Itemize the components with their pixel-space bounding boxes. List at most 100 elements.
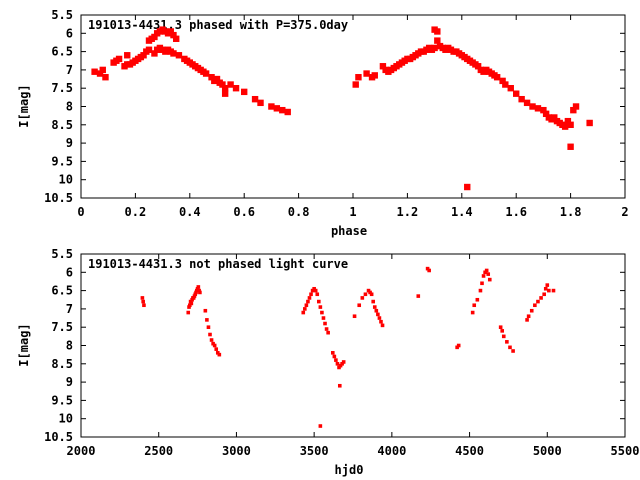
data-point-unphased xyxy=(472,303,477,308)
y-tick-label: 8.5 xyxy=(51,118,73,132)
y-tick-label: 8 xyxy=(66,100,73,114)
data-points-phased xyxy=(91,26,593,191)
chart-unphased: 191013-4431.3 not phased light curve hjd… xyxy=(17,247,639,477)
data-point-unphased xyxy=(187,305,191,309)
data-point-phased xyxy=(151,33,158,41)
data-point-phased xyxy=(518,95,525,103)
data-point-unphased xyxy=(203,308,208,313)
data-point-unphased xyxy=(332,354,337,359)
data-point-phased xyxy=(542,110,550,118)
data-point-unphased xyxy=(335,362,340,366)
data-point-phased xyxy=(434,28,441,35)
data-point-phased xyxy=(534,105,542,112)
data-point-unphased xyxy=(196,285,201,289)
data-point-unphased xyxy=(198,290,202,295)
data-point-unphased xyxy=(374,308,379,313)
data-point-unphased xyxy=(501,334,506,339)
data-point-phased xyxy=(523,99,531,107)
data-point-unphased xyxy=(197,288,201,293)
data-point-unphased xyxy=(304,303,309,308)
x-tick-label: 1 xyxy=(349,205,356,219)
data-point-phased xyxy=(99,66,106,74)
y-tick-label: 7 xyxy=(66,302,73,316)
data-point-unphased xyxy=(208,332,212,337)
y-tick-label: 9.5 xyxy=(51,393,73,407)
y-tick-label: 5.5 xyxy=(51,8,73,22)
data-point-unphased xyxy=(212,343,217,348)
data-point-phased xyxy=(371,72,378,79)
data-point-unphased xyxy=(195,286,200,291)
data-point-phased xyxy=(493,74,501,81)
data-point-phased xyxy=(202,70,210,77)
data-point-unphased xyxy=(536,299,540,304)
y-tick-label: 9 xyxy=(66,136,73,150)
data-point-phased xyxy=(474,63,482,70)
data-point-phased xyxy=(529,103,536,110)
data-point-unphased xyxy=(318,305,323,309)
data-points-unphased xyxy=(140,266,556,428)
data-point-unphased xyxy=(352,314,357,319)
x-tick-label: 0.8 xyxy=(288,205,310,219)
data-point-unphased xyxy=(309,292,313,297)
data-point-phased xyxy=(221,85,229,92)
y-tick-label: 7 xyxy=(66,63,73,77)
x-tick-label: 1.2 xyxy=(397,205,419,219)
y-tick-label: 6 xyxy=(66,265,73,279)
data-point-unphased xyxy=(487,277,492,282)
data-point-unphased xyxy=(456,343,461,348)
data-point-phased xyxy=(434,37,441,44)
data-point-unphased xyxy=(529,308,534,313)
data-point-phased xyxy=(564,117,572,125)
data-point-phased xyxy=(170,31,177,39)
data-point-unphased xyxy=(209,338,214,342)
data-point-unphased xyxy=(190,297,194,302)
data-point-phased xyxy=(173,35,180,42)
data-point-unphased xyxy=(188,303,192,308)
data-point-unphased xyxy=(192,294,197,298)
data-point-unphased xyxy=(486,272,491,276)
data-point-phased xyxy=(151,50,158,57)
data-point-unphased xyxy=(321,316,326,320)
data-point-unphased xyxy=(186,310,191,315)
data-point-unphased xyxy=(141,299,145,304)
data-point-phased xyxy=(140,52,147,59)
data-point-phased xyxy=(431,44,438,52)
data-point-unphased xyxy=(371,299,376,304)
y-tick-label: 10 xyxy=(59,173,73,187)
data-point-unphased xyxy=(380,323,385,328)
data-point-unphased xyxy=(455,345,459,350)
data-point-unphased xyxy=(142,303,146,308)
x-tick-label: 4000 xyxy=(377,444,406,458)
x-tick-label: 4500 xyxy=(455,444,484,458)
x-tick-label: 0.6 xyxy=(233,205,255,219)
data-point-phased xyxy=(241,88,248,96)
data-point-unphased xyxy=(543,286,548,291)
data-point-unphased xyxy=(340,362,344,366)
data-point-unphased xyxy=(307,296,312,300)
data-point-phased xyxy=(499,77,506,85)
data-point-unphased xyxy=(545,283,550,287)
data-point-phased xyxy=(145,46,153,53)
data-point-phased xyxy=(379,63,387,70)
data-point-phased xyxy=(570,106,577,114)
data-point-unphased xyxy=(483,270,487,275)
data-point-unphased xyxy=(338,363,343,368)
x-tick-label: 5000 xyxy=(533,444,562,458)
data-point-unphased xyxy=(193,292,198,297)
data-point-phased xyxy=(586,119,593,127)
data-point-unphased xyxy=(312,286,316,291)
data-point-unphased xyxy=(498,325,503,329)
y-axis-label-unphased: I[mag] xyxy=(17,323,31,366)
y-tick-label: 7.5 xyxy=(51,81,73,95)
data-point-unphased xyxy=(211,341,215,346)
data-point-unphased xyxy=(369,292,374,297)
data-point-unphased xyxy=(189,301,194,306)
x-tick-label: 1.6 xyxy=(505,205,527,219)
data-point-unphased xyxy=(303,307,307,311)
data-point-unphased xyxy=(379,319,383,324)
data-point-phased xyxy=(561,123,569,130)
data-point-unphased xyxy=(377,316,382,320)
y-tick-label: 8 xyxy=(66,339,73,353)
data-point-phased xyxy=(167,28,174,35)
data-point-phased xyxy=(124,52,131,59)
